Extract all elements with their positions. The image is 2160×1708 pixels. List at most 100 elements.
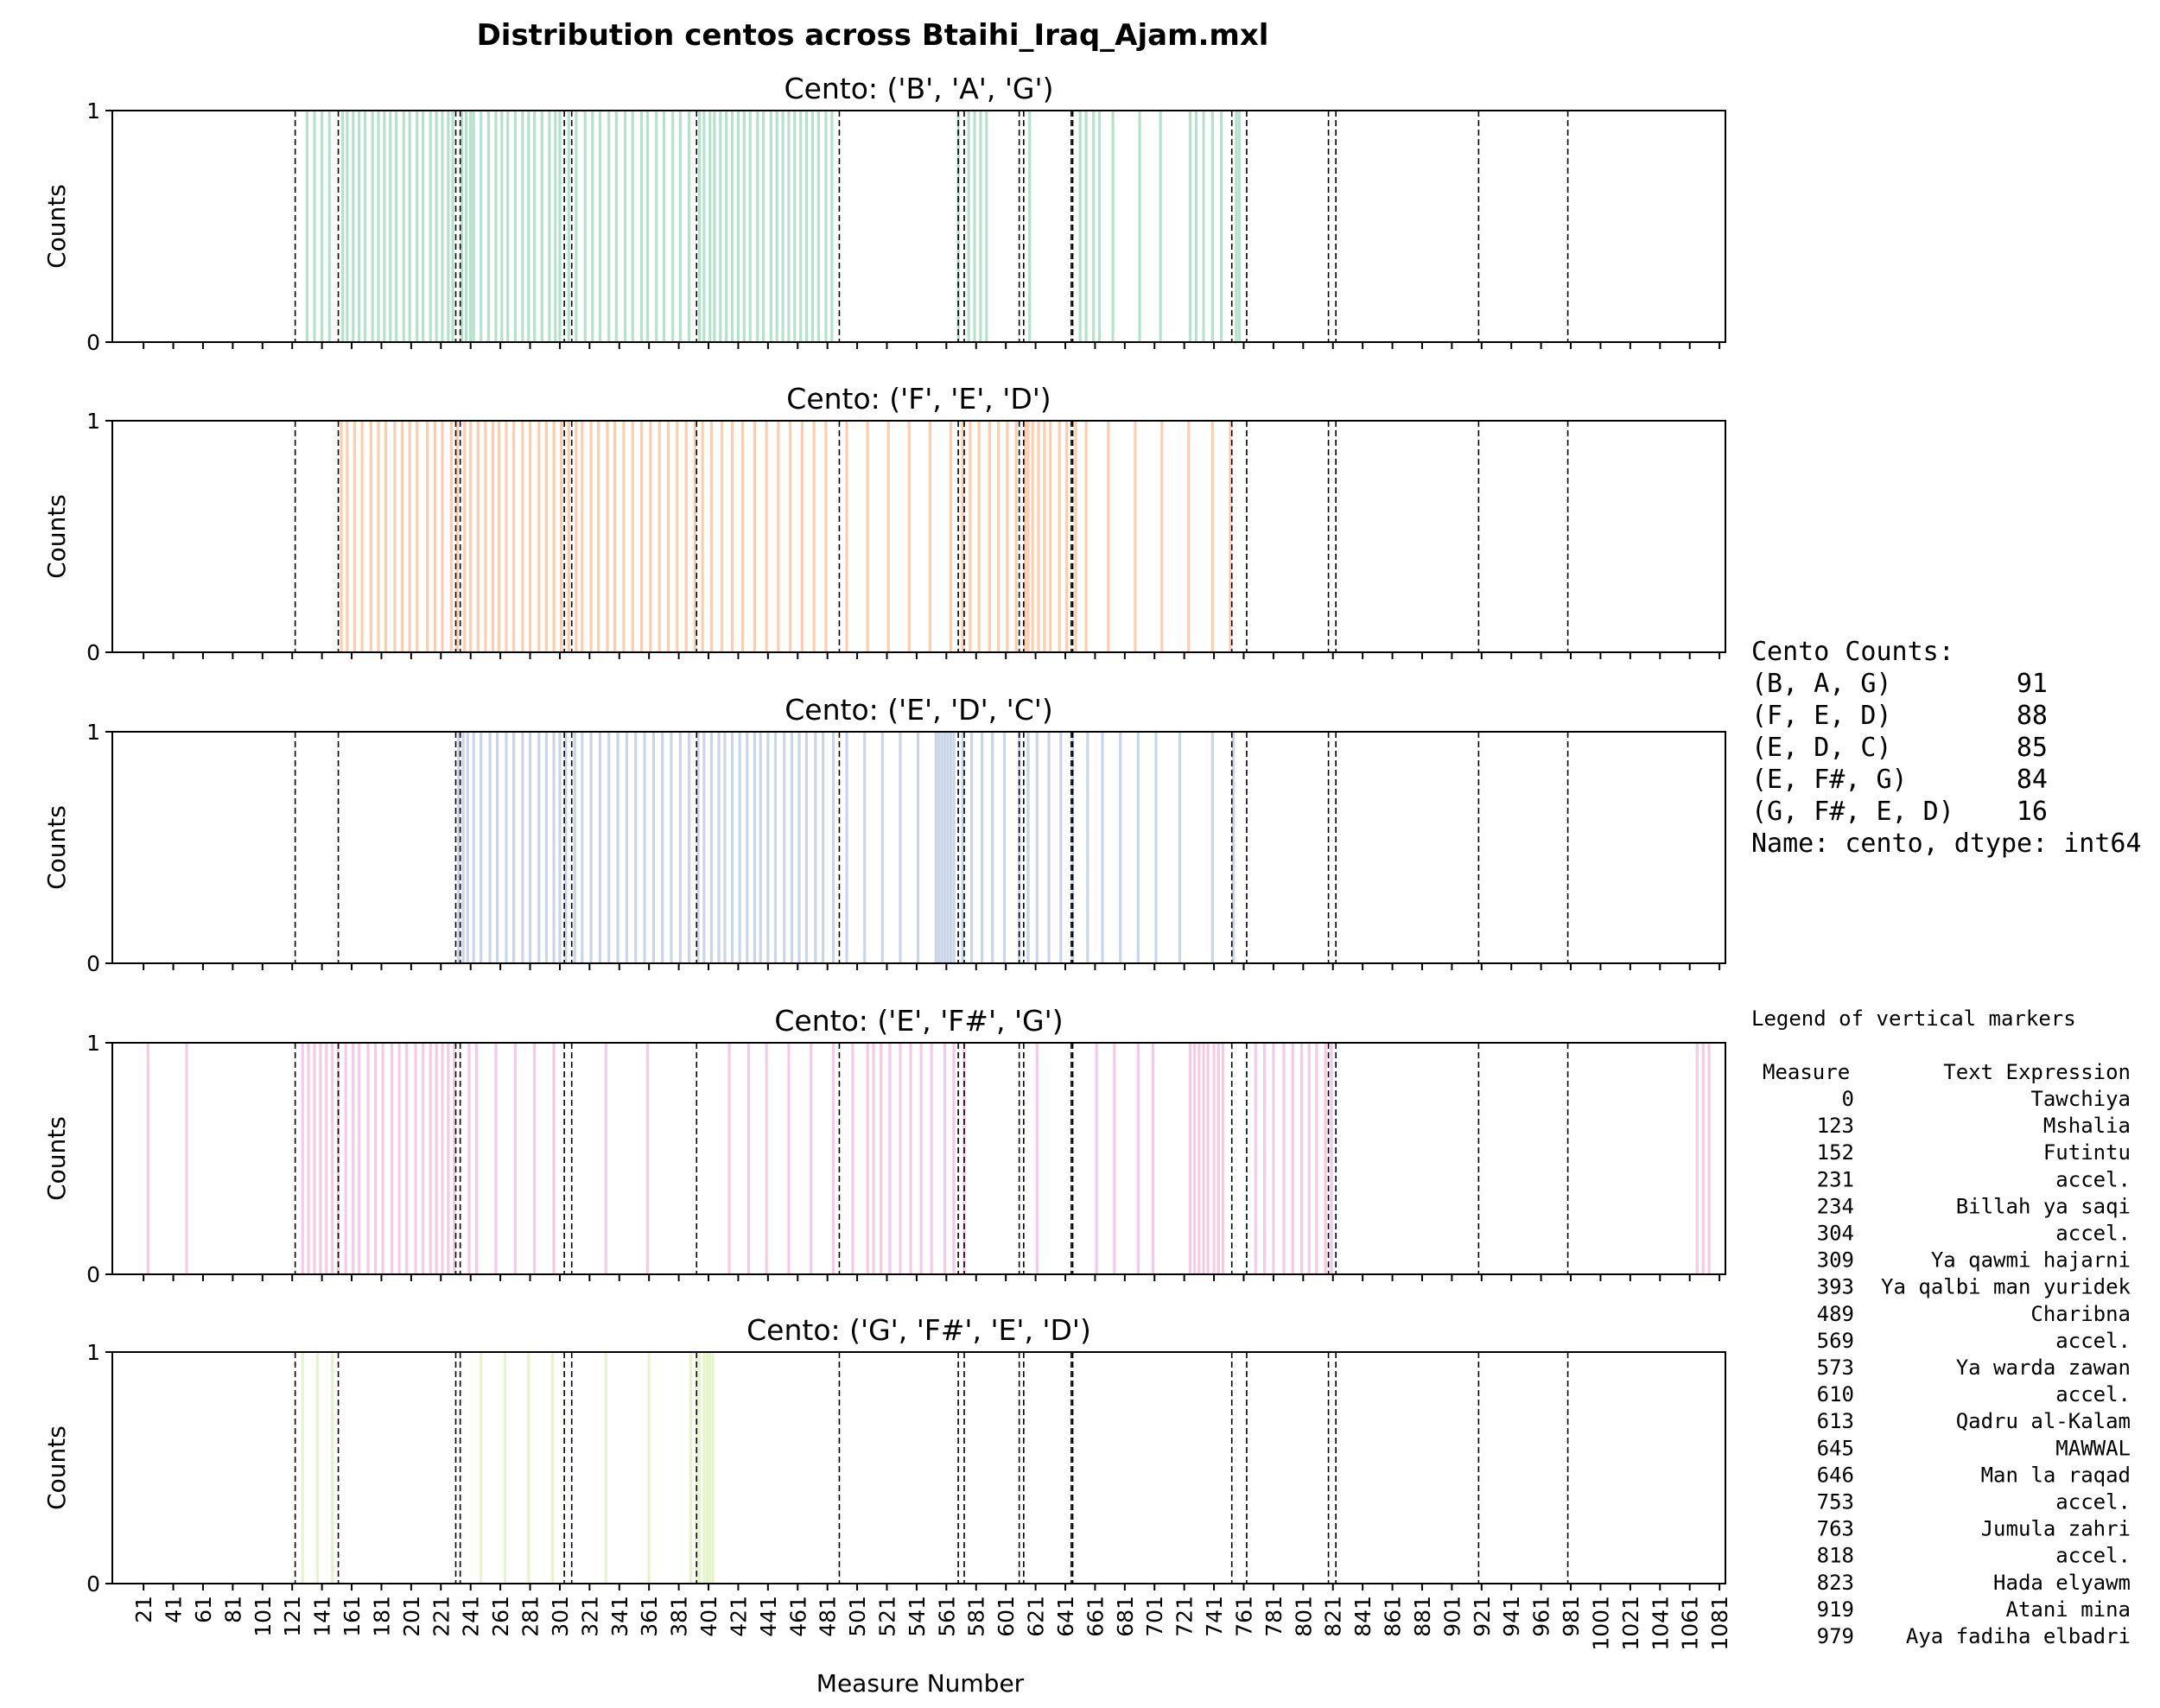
cento-counts-table: Cento Counts:(B, A, G) 91 (F, E, D) 88 (E, D… xyxy=(1751,637,2142,859)
y-axis-label: Counts xyxy=(42,494,71,579)
subplot: Cento: ('B', 'A', 'G') 0 1 Counts xyxy=(42,72,1726,355)
legend-text-expression: Hada elyawm xyxy=(1993,1571,2131,1595)
x-tick-label: 321 xyxy=(577,1596,602,1637)
x-tick-label: 1041 xyxy=(1648,1596,1673,1651)
x-tick-label: 161 xyxy=(340,1596,365,1637)
legend-col-text: Text Expression xyxy=(1943,1060,2131,1084)
x-tick-label: 561 xyxy=(934,1596,959,1637)
legend-measure: 573 xyxy=(1817,1356,1854,1380)
x-tick-label: 1001 xyxy=(1588,1596,1613,1651)
x-tick-label: 381 xyxy=(667,1596,692,1637)
subplot-title: Cento: ('G', 'F#', 'E', 'D') xyxy=(746,1313,1091,1347)
x-tick-label: 941 xyxy=(1499,1596,1524,1637)
x-tick-label: 261 xyxy=(488,1596,513,1637)
legend-measure: 610 xyxy=(1817,1382,1854,1406)
counts-row-value: 88 xyxy=(2017,701,2048,731)
x-tick-label: 461 xyxy=(785,1596,810,1637)
vertical-markers xyxy=(111,111,1569,342)
counts-row-value: 84 xyxy=(2017,765,2048,795)
y-tick-label: 0 xyxy=(86,330,100,355)
y-tick-label: 1 xyxy=(86,409,100,434)
counts-row-value: 85 xyxy=(2017,733,2048,763)
legend-measure: 823 xyxy=(1817,1571,1854,1595)
counts-row-label: (E, F#, G) xyxy=(1751,765,1908,795)
legend-text-expression: Tawchiya xyxy=(2030,1087,2131,1111)
legend-measure: 919 xyxy=(1817,1597,1854,1622)
x-tick-label: 81 xyxy=(220,1596,245,1623)
subplot-title: Cento: ('E', 'F#', 'G') xyxy=(774,1004,1063,1038)
x-tick-label: 401 xyxy=(696,1596,721,1637)
vertical-markers-legend: Legend of vertical markers Measure Text Ex… xyxy=(1751,1006,2131,1648)
x-tick-label: 501 xyxy=(845,1596,870,1637)
legend-measure: 569 xyxy=(1817,1329,1854,1353)
legend-measure: 646 xyxy=(1817,1463,1854,1487)
legend-measure: 393 xyxy=(1817,1275,1854,1299)
x-tick-label: 181 xyxy=(369,1596,394,1637)
counts-row-label: (B, A, G) xyxy=(1751,669,1892,699)
legend-measure: 309 xyxy=(1817,1248,1854,1273)
x-tick-label: 601 xyxy=(994,1596,1019,1637)
legend-col-measure: Measure xyxy=(1763,1060,1850,1084)
legend-text-expression: accel. xyxy=(2055,1490,2131,1514)
y-axis-label: Counts xyxy=(42,1425,71,1510)
legend-measure: 645 xyxy=(1817,1436,1854,1460)
vertical-markers xyxy=(111,732,1569,963)
legend-text-expression: accel. xyxy=(2055,1382,2131,1406)
legend-text-expression: accel. xyxy=(2055,1329,2131,1353)
x-axis-label: Measure Number xyxy=(816,1669,1025,1698)
x-tick-label: 661 xyxy=(1083,1596,1108,1637)
legend-text-expression: Ya qalbi man yuridek xyxy=(1881,1275,2131,1299)
x-tick-label: 361 xyxy=(637,1596,662,1637)
x-tick-label: 221 xyxy=(429,1596,454,1637)
x-tick-label: 21 xyxy=(131,1596,156,1623)
x-tick-label: 121 xyxy=(280,1596,305,1637)
axes-frame xyxy=(111,420,1726,653)
legend-text-expression: accel. xyxy=(2055,1544,2131,1568)
y-axis-label: Counts xyxy=(42,1116,71,1201)
markers-legend-title: Legend of vertical markers xyxy=(1751,1006,2076,1031)
x-tick-label: 441 xyxy=(756,1596,781,1637)
x-tick-label: 701 xyxy=(1142,1596,1167,1637)
subplot: Cento: ('E', 'D', 'C') 0 1 Counts xyxy=(42,693,1726,976)
x-tick-label: 881 xyxy=(1410,1596,1435,1637)
x-tick-label: 681 xyxy=(1113,1596,1138,1637)
legend-measure: 753 xyxy=(1817,1490,1854,1514)
y-tick-label: 1 xyxy=(86,98,100,124)
bar-series xyxy=(305,111,1241,342)
bar-series xyxy=(457,732,1236,963)
x-tick-label: 1021 xyxy=(1618,1596,1643,1651)
legend-text-expression: Aya fadiha elbadri xyxy=(1906,1624,2131,1648)
x-tick-label: 781 xyxy=(1261,1596,1286,1637)
x-tick-label: 621 xyxy=(1024,1596,1049,1637)
legend-text-expression: Charibna xyxy=(2030,1302,2131,1326)
counts-row-label: (G, F#, E, D) xyxy=(1751,797,1954,827)
x-tick-label: 341 xyxy=(607,1596,632,1637)
y-tick-label: 1 xyxy=(86,720,100,745)
y-axis-label: Counts xyxy=(42,805,71,890)
legend-text-expression: accel. xyxy=(2055,1222,2131,1246)
counts-row-label: (E, D, C) xyxy=(1751,733,1892,763)
axes-frame xyxy=(111,1351,1726,1584)
axes-frame xyxy=(111,110,1726,343)
counts-row-value: 91 xyxy=(2017,669,2048,699)
legend-measure: 979 xyxy=(1817,1624,1854,1648)
axes-frame xyxy=(111,731,1726,964)
y-tick-label: 1 xyxy=(86,1031,100,1056)
legend-text-expression: Billah ya saqi xyxy=(1956,1194,2131,1218)
x-tick-label: 801 xyxy=(1291,1596,1316,1637)
counts-header: Cento Counts: xyxy=(1751,637,1954,667)
x-tick-label: 481 xyxy=(816,1596,841,1637)
subplot: Cento: ('G', 'F#', 'E', 'D') 0 1 Counts xyxy=(42,1313,1726,1597)
x-tick-label: 981 xyxy=(1559,1596,1584,1637)
bar-series xyxy=(301,1352,715,1584)
legend-measure: 489 xyxy=(1817,1302,1854,1326)
legend-measure: 304 xyxy=(1817,1222,1854,1246)
subplot: Cento: ('E', 'F#', 'G') 0 1 Counts xyxy=(42,1004,1726,1287)
x-tick-label: 1061 xyxy=(1678,1596,1703,1651)
y-tick-label: 1 xyxy=(86,1340,100,1365)
legend-text-expression: Man la raqad xyxy=(1981,1463,2131,1487)
y-tick-label: 0 xyxy=(86,1571,100,1597)
x-tick-label: 281 xyxy=(518,1596,543,1637)
legend-measure: 818 xyxy=(1817,1544,1854,1568)
